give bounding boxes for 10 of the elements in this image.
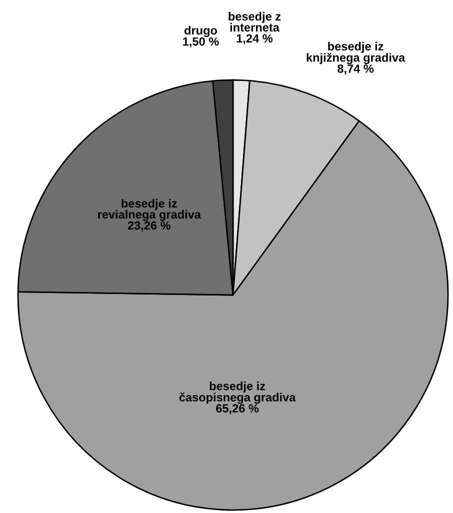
data-label: 8,74 % bbox=[338, 64, 374, 75]
data-label: 1,50 % bbox=[183, 37, 219, 48]
slice-label: besedje iz revialnega gradiva bbox=[98, 198, 202, 221]
slice-label: drugo bbox=[184, 26, 218, 38]
data-label: 23,26 % bbox=[128, 221, 170, 232]
slice-label: besedje iz časopisnega gradiva bbox=[179, 382, 296, 404]
data-label: 65,26 % bbox=[216, 404, 259, 414]
slice-label: besedje z interneta bbox=[228, 12, 281, 32]
data-label: 1,24 % bbox=[236, 34, 273, 44]
slice-label: besedje iz knjižnega gradiva bbox=[306, 42, 406, 64]
